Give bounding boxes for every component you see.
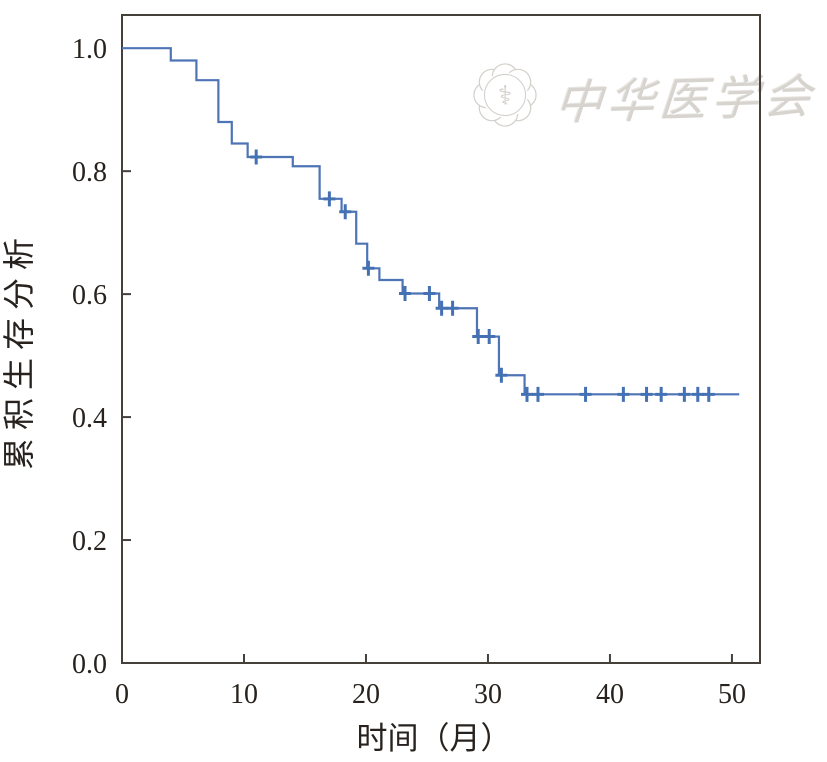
emblem-inner-ring: [483, 73, 527, 117]
y-tick-label: 0.2: [72, 526, 107, 557]
censor-mark: [399, 286, 412, 302]
censor-mark: [250, 149, 263, 165]
y-tick-label: 0.0: [72, 649, 107, 680]
x-tick-label: 20: [352, 679, 380, 710]
censor-mark: [435, 300, 448, 316]
censor-mark: [339, 204, 352, 220]
x-axis-title: 时间（月）: [357, 721, 512, 756]
survival-curve: [122, 47, 740, 396]
y-tick-label: 0.6: [72, 280, 107, 311]
censor-mark: [446, 300, 459, 316]
y-axis-title: 累积生存分析: [1, 230, 37, 470]
x-tick-label: 40: [596, 679, 624, 710]
series-layer: [122, 47, 740, 402]
caduceus-icon: ⚕: [498, 82, 512, 111]
censor-mark: [521, 386, 534, 402]
cma-emblem-icon: ⚕: [473, 63, 537, 127]
censor-mark: [579, 386, 592, 402]
censor-mark: [702, 386, 715, 402]
censor-mark: [472, 329, 485, 345]
x-tick-label: 30: [474, 679, 502, 710]
y-tick-label: 0.4: [72, 403, 107, 434]
cma-watermark: ⚕ 中华医学会: [470, 60, 818, 130]
censor-mark: [617, 386, 630, 402]
censor-mark: [531, 386, 544, 402]
censor-mark: [678, 386, 691, 402]
x-tick-label: 50: [718, 679, 746, 710]
censor-mark: [640, 386, 653, 402]
x-tick-label: 0: [115, 679, 129, 710]
x-tick-label: 10: [230, 679, 258, 710]
censor-mark: [483, 329, 496, 345]
censor-mark: [362, 260, 375, 276]
y-tick-label: 0.8: [72, 157, 107, 188]
y-tick-label: 1.0: [72, 34, 107, 65]
censor-mark: [691, 386, 704, 402]
axes-layer: 0 10 20 30 40 50 0.0 0.2 0.4 0.6 0.8 1.0: [72, 14, 761, 710]
censor-mark: [323, 191, 336, 207]
plot-border: [121, 14, 761, 664]
censor-mark: [655, 386, 668, 402]
censor-mark: [495, 367, 508, 383]
censor-mark: [423, 286, 436, 302]
